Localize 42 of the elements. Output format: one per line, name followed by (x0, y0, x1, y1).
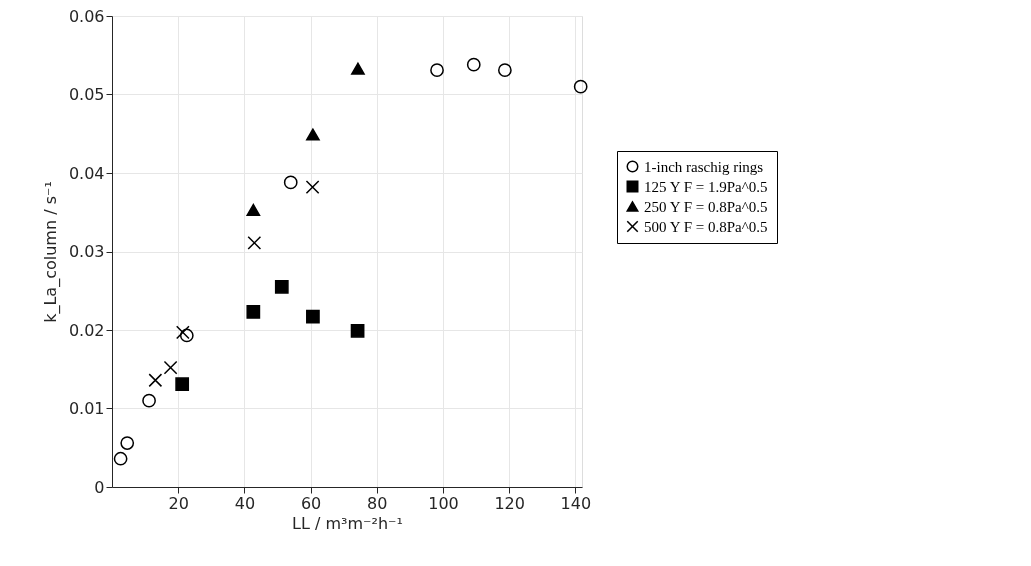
point (175, 377, 190, 392)
point (113, 451, 128, 466)
x-tick-label: 80 (367, 493, 388, 513)
y-tick-label: 0 (94, 477, 105, 497)
point (498, 63, 512, 78)
point (305, 180, 320, 194)
y-axis-title: k_La_column / s⁻¹ (40, 181, 61, 323)
point (274, 279, 289, 294)
point (247, 235, 262, 250)
point (246, 203, 261, 216)
x-tick-label: 40 (234, 493, 256, 513)
legend-label: 1-inch raschig rings (644, 158, 764, 175)
y-tick-label: 0.01 (68, 399, 105, 418)
point (179, 328, 194, 343)
y-tick-label: 0.03 (68, 242, 105, 261)
legend-label: 250 Y F = 0.8Pa^0.5 (644, 198, 768, 215)
x-axis-title: LL / m³m⁻²h⁻¹ (292, 513, 403, 533)
point (430, 63, 444, 78)
point (163, 360, 178, 375)
legend-label: 125 Y F = 1.9Pa^0.5 (644, 178, 768, 195)
x-tick-label: 60 (300, 493, 322, 513)
y-tick-label: 0.02 (68, 320, 105, 340)
point (350, 323, 365, 338)
point (306, 309, 320, 324)
legend-label: 500 Y F = 0.8Pa^0.5 (644, 218, 768, 235)
point (573, 79, 588, 94)
y-tick-label: 0.06 (68, 6, 105, 26)
point (142, 393, 156, 408)
y-tick-label: 0.04 (68, 163, 105, 183)
point (351, 62, 365, 75)
x-tick-label: 140 (560, 493, 592, 513)
point (306, 128, 320, 141)
y-tick-label: 0.05 (68, 85, 105, 104)
point (283, 175, 298, 190)
x-tick-label: 20 (168, 493, 189, 513)
point (148, 373, 163, 388)
x-tick-label: 100 (428, 493, 459, 513)
x-tick-label: 120 (494, 493, 525, 513)
point (246, 305, 261, 319)
point (466, 57, 481, 72)
point (175, 325, 190, 340)
point (120, 436, 135, 450)
